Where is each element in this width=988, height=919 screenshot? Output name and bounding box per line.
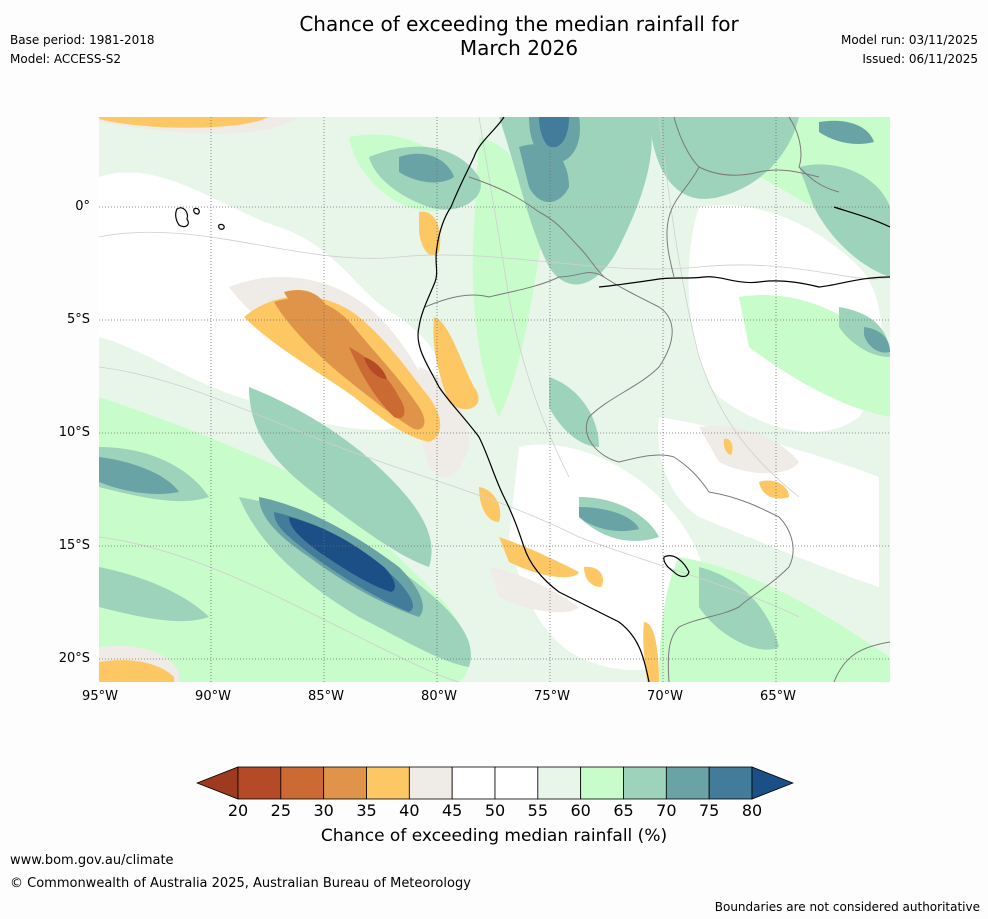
lat-label-15s: 15°S [58, 538, 90, 553]
base-period: Base period: 1981-2018 [10, 33, 155, 47]
lon-label-90w: 90°W [195, 689, 231, 704]
colorbar-label-80: 80 [741, 801, 763, 820]
colorbar-label-50: 50 [484, 801, 506, 820]
colorbar-label-25: 25 [270, 801, 291, 820]
colorbar-segment-25-30 [280, 766, 325, 800]
lon-label-95w: 95°W [82, 689, 118, 704]
colorbar-segment-45-50 [451, 766, 496, 800]
colorbar-label-70: 70 [656, 801, 677, 820]
lon-label-70w: 70°W [647, 689, 683, 704]
title-line-1: Chance of exceeding the median rainfall … [299, 12, 739, 36]
lon-label-80w: 80°W [421, 689, 457, 704]
colorbar-segment-60-65 [580, 766, 624, 800]
lat-label-5s: 5°S [66, 312, 90, 327]
copyright-notice: © Commonwealth of Australia 2025, Austra… [10, 876, 471, 891]
colorbar-segment-20-25 [237, 766, 282, 800]
colorbar-over-triangle [751, 766, 795, 800]
lon-label-65w: 65°W [760, 689, 796, 704]
model-name: Model: ACCESS-S2 [10, 52, 122, 66]
colorbar-label-30: 30 [313, 801, 334, 820]
lat-label-0: 0° [75, 199, 90, 214]
colorbar-segment-65-70 [623, 766, 667, 800]
lat-label-20s: 20°S [58, 651, 90, 666]
colorbar-segment-55-60 [537, 766, 582, 800]
lat-label-10s: 10°S [58, 425, 90, 440]
colorbar-label-20: 20 [227, 801, 249, 820]
colorbar [195, 766, 795, 800]
colorbar-under-triangle [195, 766, 239, 800]
boundary-disclaimer: Boundaries are not considered authoritat… [714, 900, 980, 914]
colorbar-label-60: 60 [570, 801, 591, 820]
colorbar-label-55: 55 [527, 801, 548, 820]
issued-date: Issued: 06/11/2025 [862, 52, 978, 66]
colorbar-label-75: 75 [698, 801, 720, 820]
map-title: Chance of exceeding the median rainfall … [194, 12, 844, 60]
colorbar-segment-50-55 [494, 766, 539, 800]
colorbar-label-45: 45 [441, 801, 463, 820]
colorbar-label-40: 40 [399, 801, 420, 820]
model-run-date: Model run: 03/11/2025 [840, 33, 978, 47]
colorbar-label-35: 35 [356, 801, 377, 820]
colorbar-segment-35-40 [366, 766, 410, 800]
title-line-2: March 2026 [459, 36, 579, 60]
lon-label-85w: 85°W [308, 689, 344, 704]
colorbar-title: Chance of exceeding median rainfall (%) [320, 826, 668, 846]
colorbar-segment-40-45 [408, 766, 453, 800]
colorbar-segment-30-35 [323, 766, 367, 800]
lon-label-75w: 75°W [534, 689, 570, 704]
website-url[interactable]: www.bom.gov.au/climate [10, 853, 174, 868]
colorbar-segment-70-75 [665, 766, 710, 800]
colorbar-label-65: 65 [613, 801, 634, 820]
rainfall-probability-map [99, 117, 890, 682]
colorbar-segment-75-80 [708, 766, 753, 800]
